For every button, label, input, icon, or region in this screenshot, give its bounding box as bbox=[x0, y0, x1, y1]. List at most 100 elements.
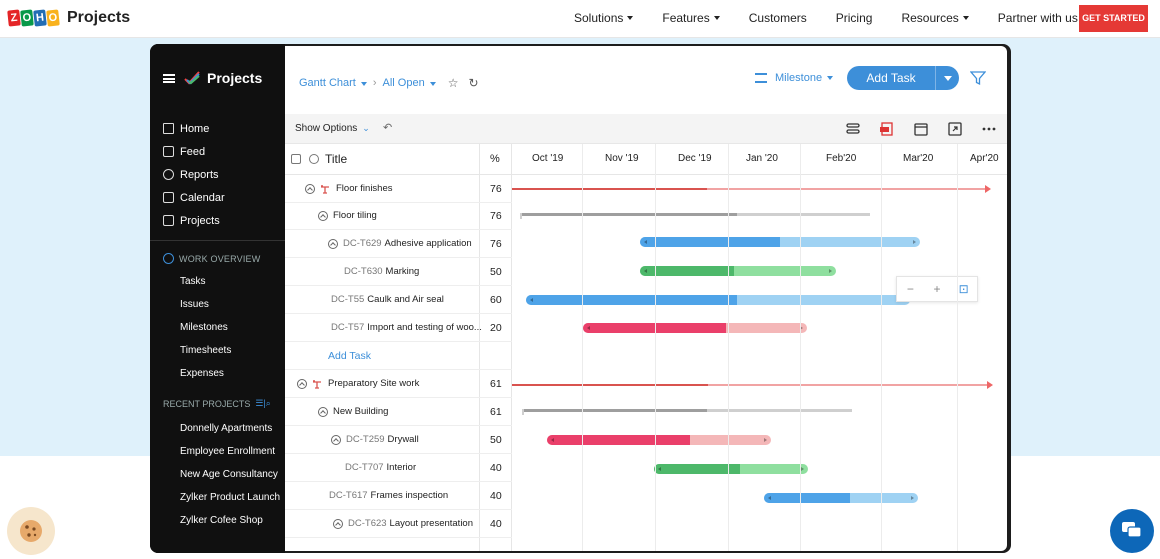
zoho-logo[interactable]: Z O H O Projects bbox=[7, 9, 130, 27]
nav-pricing[interactable]: Pricing bbox=[835, 11, 873, 25]
sidebar-item-tasks[interactable]: Tasks bbox=[180, 276, 206, 287]
collapse-toggle-icon[interactable] bbox=[331, 434, 341, 445]
progress-fill bbox=[640, 266, 735, 276]
drag-left-handle[interactable] bbox=[644, 240, 647, 244]
task-bar[interactable] bbox=[764, 493, 918, 503]
table-row[interactable]: DC-T630 Marking 50 bbox=[285, 258, 512, 286]
nav-solutions[interactable]: Solutions bbox=[574, 11, 634, 25]
sidebar-item-timesheets[interactable]: Timesheets bbox=[180, 345, 232, 356]
recent-project-item[interactable]: Donnelly Apartments bbox=[180, 423, 273, 434]
table-row[interactable]: Add Task bbox=[285, 342, 512, 370]
expand-icon[interactable] bbox=[947, 121, 963, 137]
collapse-toggle-icon[interactable] bbox=[318, 406, 328, 417]
sidebar-item-issues[interactable]: Issues bbox=[180, 299, 209, 310]
refresh-icon[interactable]: ↻ bbox=[468, 76, 479, 90]
star-icon[interactable]: ☆ bbox=[447, 76, 459, 90]
cookie-button[interactable] bbox=[7, 507, 55, 555]
task-bar[interactable] bbox=[640, 266, 836, 276]
nav-customers[interactable]: Customers bbox=[748, 11, 807, 25]
filter-icon[interactable] bbox=[970, 70, 986, 86]
sidebar-item-feed[interactable]: Feed bbox=[163, 140, 225, 163]
table-row[interactable]: DC-T55 Caulk and Air seal 60 bbox=[285, 286, 512, 314]
table-row[interactable]: DC-T707 Interior 40 bbox=[285, 454, 512, 482]
add-task-dropdown[interactable] bbox=[935, 66, 959, 90]
drag-left-handle[interactable] bbox=[587, 326, 590, 330]
sidebar-item-projects[interactable]: Projects bbox=[163, 209, 225, 232]
sidebar-item-home[interactable]: Home bbox=[163, 117, 225, 140]
recent-project-item[interactable]: Zylker Product Launch bbox=[180, 492, 281, 503]
collapse-toggle-icon[interactable] bbox=[318, 210, 328, 221]
layers-icon[interactable] bbox=[845, 121, 861, 137]
add-task-link[interactable]: Add Task bbox=[328, 350, 371, 362]
table-row[interactable]: Preparatory Site work 61 bbox=[285, 370, 512, 398]
task-bar[interactable] bbox=[526, 295, 910, 305]
drag-right-handle[interactable] bbox=[800, 326, 803, 330]
row-percent: 50 bbox=[490, 266, 502, 278]
recent-project-item[interactable]: Employee Enrollment bbox=[180, 446, 276, 457]
table-row[interactable]: DC-T617 Frames inspection 40 bbox=[285, 482, 512, 510]
fit-screen-icon[interactable]: ⊡ bbox=[958, 282, 969, 296]
parent-summary-bar[interactable] bbox=[520, 213, 870, 219]
recent-projects-list: Donnelly Apartments Employee Enrollment … bbox=[180, 417, 283, 532]
main-panel: Gantt Chart › All Open ☆ ↻ Milestone Add… bbox=[285, 46, 1007, 551]
drag-left-handle[interactable] bbox=[768, 496, 771, 500]
table-row[interactable]: DC-T623 Layout presentation 40 bbox=[285, 510, 512, 538]
milestone-line[interactable] bbox=[512, 185, 991, 193]
row-title: DC-T623 Layout presentation bbox=[333, 518, 473, 529]
sidebar-item-expenses[interactable]: Expenses bbox=[180, 368, 224, 379]
hamburger-icon[interactable] bbox=[163, 73, 175, 83]
milestone-selector[interactable]: Milestone bbox=[755, 72, 834, 84]
task-bar[interactable] bbox=[654, 464, 808, 474]
task-bar[interactable] bbox=[547, 435, 771, 445]
drag-left-handle[interactable] bbox=[551, 438, 554, 442]
collapse-toggle-icon[interactable] bbox=[305, 183, 315, 194]
table-row[interactable]: New Building 61 bbox=[285, 398, 512, 426]
filter-selector[interactable]: All Open bbox=[383, 77, 436, 89]
milestone-line[interactable] bbox=[512, 381, 993, 389]
drag-right-handle[interactable] bbox=[801, 467, 804, 471]
drag-right-handle[interactable] bbox=[764, 438, 767, 442]
table-row[interactable]: DC-T629 Adhesive application 76 bbox=[285, 230, 512, 258]
task-bar[interactable] bbox=[583, 323, 807, 333]
undo-icon[interactable]: ↶ bbox=[383, 122, 393, 134]
add-task-button[interactable]: Add Task bbox=[847, 66, 959, 90]
nav-features[interactable]: Features bbox=[662, 11, 720, 25]
calendar-icon[interactable] bbox=[913, 121, 929, 137]
sidebar-menu: Home Feed Reports Calendar Projects bbox=[163, 117, 225, 232]
chat-button[interactable] bbox=[1110, 509, 1154, 553]
recent-filter-search-icons[interactable]: ☰|⌕ bbox=[255, 398, 271, 408]
collapse-toggle-icon[interactable] bbox=[297, 378, 307, 389]
sidebar-item-milestones[interactable]: Milestones bbox=[180, 322, 228, 333]
view-selector[interactable]: Gantt Chart bbox=[299, 77, 367, 89]
collapse-toggle-icon[interactable] bbox=[328, 238, 338, 249]
recent-project-item[interactable]: New Age Consultancy bbox=[180, 469, 278, 480]
table-row[interactable]: DC-T259 Drywall 50 bbox=[285, 426, 512, 454]
sidebar-item-calendar[interactable]: Calendar bbox=[163, 186, 225, 209]
drag-right-handle[interactable] bbox=[913, 240, 916, 244]
drag-right-handle[interactable] bbox=[829, 269, 832, 273]
title-header[interactable]: Title bbox=[291, 152, 347, 166]
task-name: New Building bbox=[333, 406, 389, 417]
table-row[interactable]: Floor tiling 76 bbox=[285, 202, 512, 230]
drag-left-handle[interactable] bbox=[644, 269, 647, 273]
zoom-out-button[interactable]: − bbox=[906, 282, 914, 296]
table-row[interactable]: DC-T57 Import and testing of woo... 20 bbox=[285, 314, 512, 342]
nav-resources[interactable]: Resources bbox=[901, 11, 969, 25]
drag-right-handle[interactable] bbox=[911, 496, 914, 500]
collapse-toggle-icon[interactable] bbox=[333, 518, 343, 529]
show-options-button[interactable]: Show Options ⌄ bbox=[295, 123, 370, 134]
month-label: Jan '20 bbox=[746, 153, 778, 164]
pdf-export-icon[interactable] bbox=[879, 121, 895, 137]
nav-partner[interactable]: Partner with us bbox=[997, 11, 1078, 25]
recent-project-item[interactable]: Zylker Cofee Shop bbox=[180, 515, 263, 526]
table-row[interactable]: Floor finishes 76 bbox=[285, 175, 512, 203]
zoom-in-button[interactable]: + bbox=[933, 282, 941, 296]
sidebar-item-reports[interactable]: Reports bbox=[163, 163, 225, 186]
more-icon[interactable] bbox=[981, 121, 997, 137]
task-bar[interactable] bbox=[640, 237, 920, 247]
work-overview-header[interactable]: WORK OVERVIEW bbox=[163, 253, 260, 264]
drag-left-handle[interactable] bbox=[530, 298, 533, 302]
drag-left-handle[interactable] bbox=[658, 467, 661, 471]
parent-summary-bar[interactable] bbox=[522, 409, 852, 415]
get-started-button[interactable]: GET STARTED bbox=[1079, 5, 1148, 32]
